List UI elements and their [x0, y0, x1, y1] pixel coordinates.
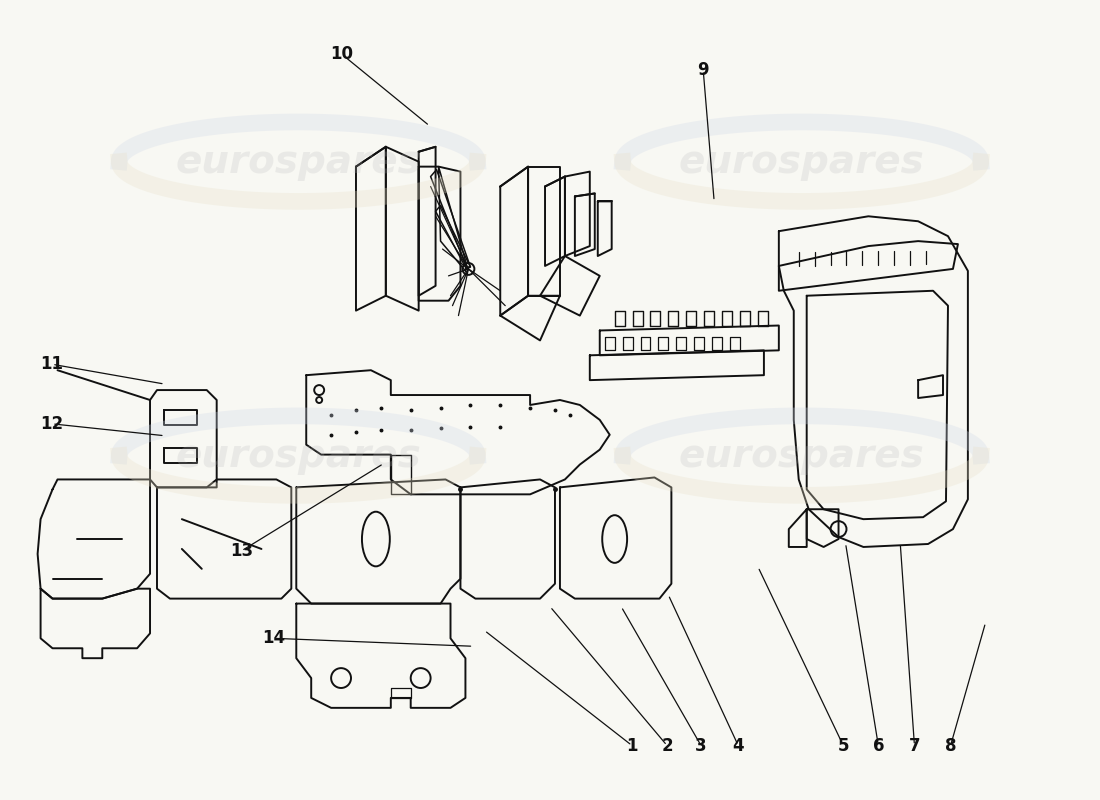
Text: 2: 2	[661, 737, 673, 754]
Text: 12: 12	[41, 415, 64, 433]
Text: 11: 11	[41, 355, 64, 374]
Text: 3: 3	[695, 737, 707, 754]
Text: 10: 10	[331, 46, 353, 63]
Text: 6: 6	[872, 737, 884, 754]
Text: 4: 4	[733, 737, 744, 754]
Text: 9: 9	[697, 62, 710, 79]
Text: 14: 14	[263, 630, 286, 647]
Text: 13: 13	[230, 542, 253, 560]
Text: 7: 7	[909, 737, 921, 754]
Text: eurospares: eurospares	[175, 142, 421, 181]
Text: 8: 8	[945, 737, 956, 754]
Text: eurospares: eurospares	[679, 142, 925, 181]
Text: eurospares: eurospares	[679, 437, 925, 474]
Text: 1: 1	[626, 737, 638, 754]
Text: 5: 5	[837, 737, 849, 754]
Text: eurospares: eurospares	[175, 437, 421, 474]
